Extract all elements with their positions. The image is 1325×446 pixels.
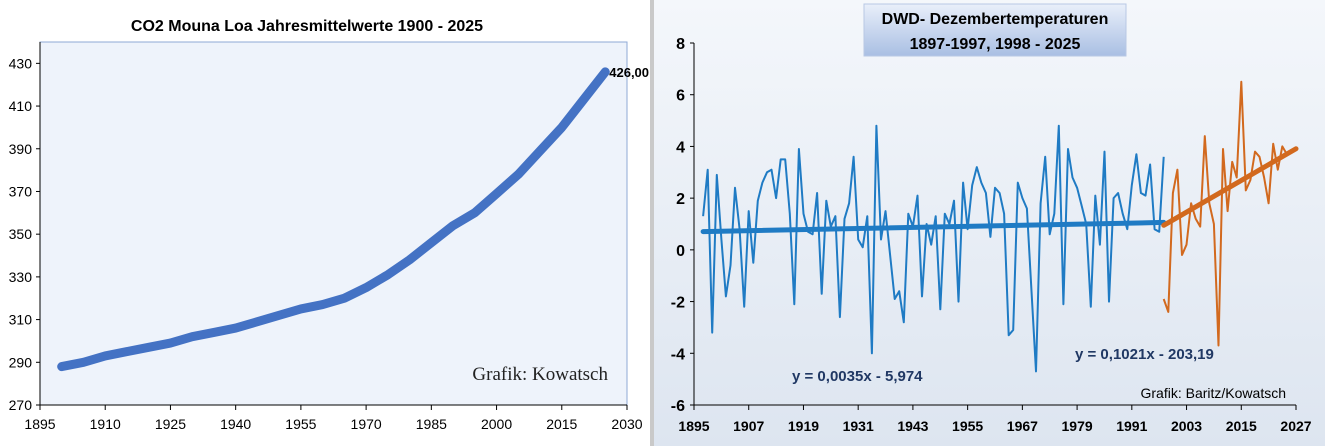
credit-label: Grafik: Kowatsch — [472, 364, 608, 385]
x-tick-label: 1955 — [285, 416, 316, 432]
co2-data-point — [80, 359, 87, 366]
x-tick-label: 2027 — [1280, 418, 1311, 434]
co2-data-point — [493, 190, 500, 197]
co2-data-point — [515, 171, 522, 178]
panel-divider — [650, 0, 654, 446]
x-tick-label: 1940 — [220, 416, 251, 432]
x-tick-label: 1955 — [952, 418, 983, 434]
temperature-series-1998-2025 — [1162, 80, 1288, 347]
x-tick-label: 1970 — [351, 416, 382, 432]
y-tick-label: 330 — [9, 269, 33, 285]
end-value-label: 426,00 — [609, 65, 649, 80]
x-tick-label: 1943 — [897, 418, 928, 434]
title-box — [863, 3, 1127, 57]
x-tick-label: 1925 — [155, 416, 186, 432]
co2-data-point — [450, 222, 457, 229]
y-tick-label: 310 — [9, 312, 33, 328]
co2-data-point — [537, 147, 544, 154]
y-tick-label: -2 — [671, 295, 685, 312]
y-tick-label: 8 — [676, 36, 685, 53]
y-tick-label: 0 — [676, 243, 685, 260]
co2-data-point — [276, 312, 283, 319]
y-tick-label: 430 — [9, 55, 33, 71]
y-tick-label: 390 — [9, 141, 33, 157]
co2-data-point — [58, 363, 65, 370]
y-tick-label: 370 — [9, 183, 33, 199]
co2-data-point — [319, 301, 326, 308]
credit-label: Grafik: Baritz/Kowatsch — [1141, 385, 1287, 401]
y-tick-label: 270 — [9, 397, 33, 413]
co2-data-point — [406, 256, 413, 263]
y-tick-label: 6 — [676, 88, 685, 105]
trendline-1998-2025 — [1161, 146, 1299, 228]
chart-title: CO2 Mouna Loa Jahresmittelwerte 1900 - 2… — [131, 18, 483, 35]
co2-data-point — [189, 333, 196, 340]
dwd-chart: DWD- Dezembertemperaturen 1897-1997, 1998… — [654, 0, 1325, 446]
co2-data-point — [341, 295, 348, 302]
x-tick-label: 2015 — [546, 416, 577, 432]
chart-title: DWD- Dezembertemperaturen — [882, 11, 1109, 28]
y-tick-label: -4 — [671, 346, 685, 363]
chart-subtitle: 1897-1997, 1998 - 2025 — [910, 36, 1081, 53]
co2-data-point — [363, 284, 370, 291]
co2-data-point — [580, 96, 587, 103]
dwd-chart-panel: DWD- Dezembertemperaturen 1897-1997, 1998… — [654, 0, 1325, 446]
co2-data-point — [145, 344, 152, 351]
x-tick-label: 1985 — [416, 416, 447, 432]
co2-data-point — [428, 239, 435, 246]
y-tick-label: -6 — [671, 398, 685, 415]
co2-data-point — [254, 318, 261, 325]
y-tick-label: 4 — [676, 139, 685, 156]
co2-data-point — [123, 348, 130, 355]
co2-data-point — [232, 325, 239, 332]
y-tick-label: 410 — [9, 98, 33, 114]
x-tick-label: 1919 — [788, 418, 819, 434]
x-tick-label: 1931 — [843, 418, 874, 434]
co2-data-point — [297, 305, 304, 312]
x-tick-label: 1907 — [733, 418, 764, 434]
plot-area — [39, 41, 628, 406]
co2-data-point — [471, 209, 478, 216]
x-tick-label: 2000 — [481, 416, 512, 432]
x-tick-label: 1967 — [1007, 418, 1038, 434]
x-tick-label: 2003 — [1171, 418, 1202, 434]
x-tick-label: 1895 — [24, 416, 55, 432]
x-tick-label: 1910 — [90, 416, 121, 432]
co2-data-point — [558, 124, 565, 131]
co2-series-line — [57, 67, 610, 372]
trendline-label-1: y = 0,0035x - 5,974 — [792, 368, 923, 385]
y-tick-label: 350 — [9, 226, 33, 242]
x-tick-label: 2030 — [611, 416, 642, 432]
co2-data-point — [210, 329, 217, 336]
co2-data-point — [102, 352, 109, 359]
co2-data-point — [167, 340, 174, 347]
x-tick-label: 2015 — [1226, 418, 1257, 434]
co2-chart-panel: CO2 Mouna Loa Jahresmittelwerte 1900 - 2… — [0, 0, 650, 446]
x-tick-label: 1991 — [1116, 418, 1147, 434]
co2-data-point — [602, 68, 609, 75]
y-tick-label: 290 — [9, 354, 33, 370]
trendline-1897-1997 — [700, 219, 1167, 235]
co2-data-point — [384, 271, 391, 278]
trendline-label-2: y = 0,1021x - 203,19 — [1075, 346, 1214, 363]
x-tick-label: 1979 — [1062, 418, 1093, 434]
co2-chart: CO2 Mouna Loa Jahresmittelwerte 1900 - 2… — [9, 18, 649, 432]
y-tick-label: 2 — [676, 191, 685, 208]
temperature-series-1897-1997 — [702, 124, 1165, 373]
x-tick-label: 1895 — [678, 418, 709, 434]
